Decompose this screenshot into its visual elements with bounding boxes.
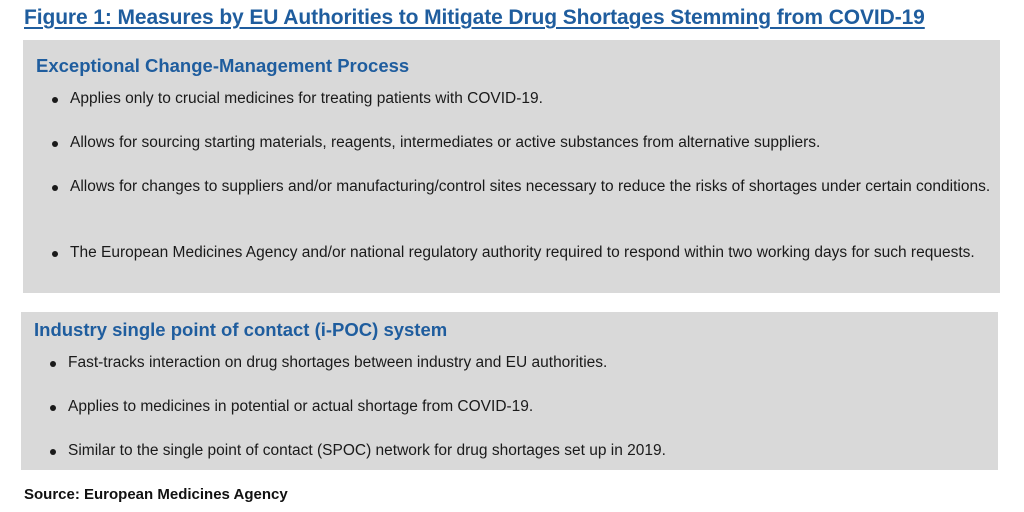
list-item-text: Applies only to crucial medicines for tr…: [70, 90, 543, 107]
list-item-text: Fast-tracks interaction on drug shortage…: [68, 354, 608, 371]
list-item: Fast-tracks interaction on drug shortage…: [50, 352, 993, 374]
bullet-icon: [50, 361, 56, 367]
section-heading: Exceptional Change-Management Process: [36, 55, 410, 76]
list-item: Applies to medicines in potential or act…: [50, 396, 993, 418]
bullet-icon: [52, 141, 58, 147]
list-item: Applies only to crucial medicines for tr…: [52, 88, 995, 110]
exceptional-change-management-panel: Exceptional Change-Management Process Ap…: [23, 40, 1000, 293]
list-item-text: Allows for changes to suppliers and/or m…: [70, 178, 991, 195]
list-item-text: Similar to the single point of contact (…: [68, 442, 666, 459]
bullet-icon: [52, 97, 58, 103]
list-item: The European Medicines Agency and/or nat…: [52, 242, 995, 264]
source-note: Source: European Medicines Agency: [24, 486, 288, 503]
list-item: Similar to the single point of contact (…: [50, 440, 993, 462]
list-item-text: The European Medicines Agency and/or nat…: [70, 244, 975, 261]
list-item: Allows for changes to suppliers and/or m…: [52, 176, 995, 198]
list-item-text: Allows for sourcing starting materials, …: [70, 134, 821, 151]
section-heading: Industry single point of contact (i-POC)…: [34, 319, 448, 340]
bullet-icon: [50, 449, 56, 455]
bullet-icon: [50, 405, 56, 411]
bullet-icon: [52, 251, 58, 257]
figure-title: Figure 1: Measures by EU Authorities to …: [24, 6, 925, 29]
list-item: Allows for sourcing starting materials, …: [52, 132, 995, 154]
industry-single-point-of-contact-panel: Industry single point of contact (i-POC)…: [21, 312, 998, 470]
list-item-text: Applies to medicines in potential or act…: [68, 398, 534, 415]
bullet-icon: [52, 185, 58, 191]
